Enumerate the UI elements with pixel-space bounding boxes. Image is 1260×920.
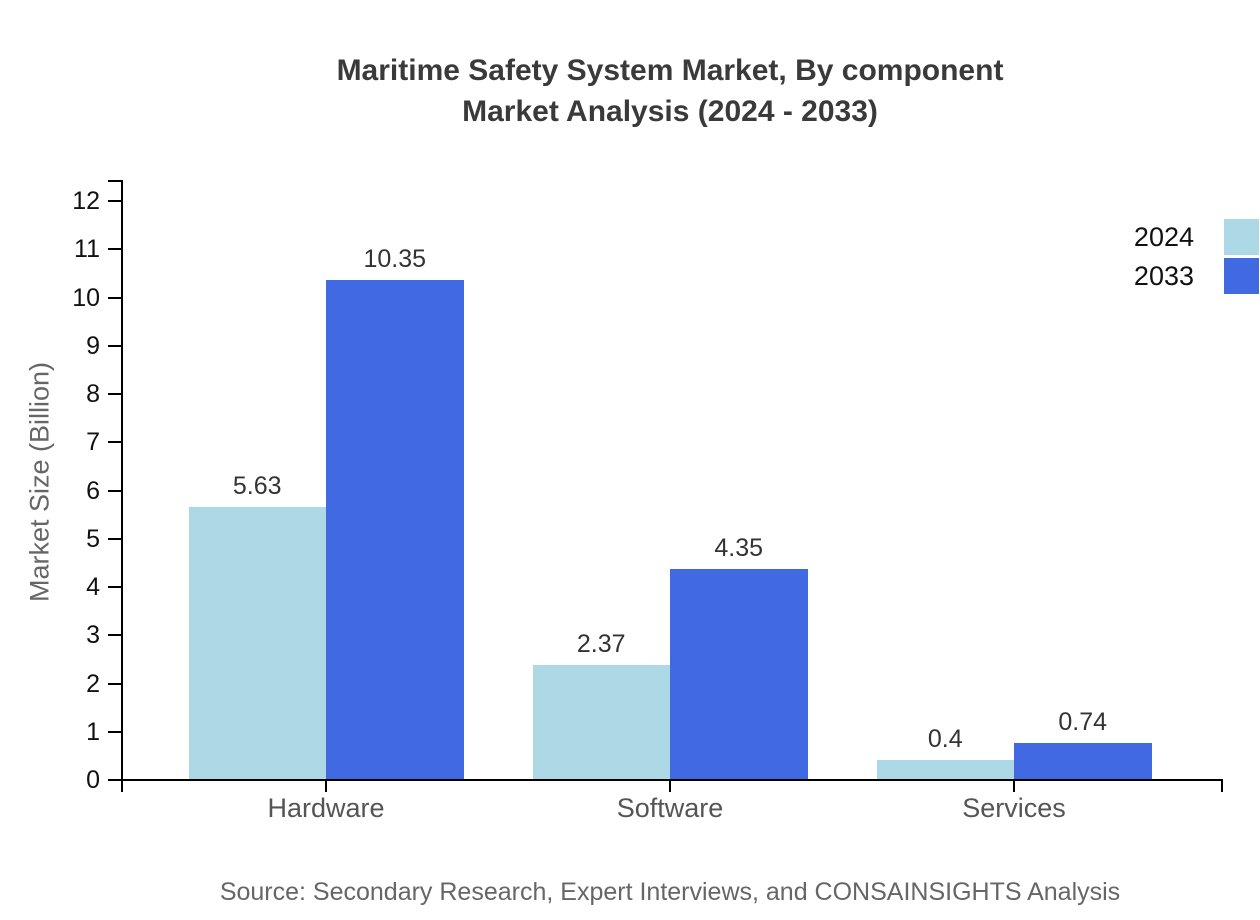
y-tick-label: 10 — [72, 283, 100, 312]
y-tick — [108, 489, 121, 492]
legend: 2024 2033 — [1134, 219, 1259, 297]
y-tick-label: 7 — [86, 428, 100, 457]
y-tick — [108, 344, 121, 347]
y-tick — [108, 393, 121, 395]
y-tick — [108, 248, 121, 251]
bar-software-2024 — [532, 664, 670, 779]
value-label-software-2024: 2.37 — [576, 629, 626, 658]
y-tick-label: 1 — [86, 717, 100, 746]
y-tick — [108, 730, 121, 733]
value-label-hardware-2024: 5.63 — [232, 472, 282, 501]
chart-title-line2: Market Analysis (2024 - 2033) — [462, 95, 878, 128]
legend-item-2024: 2024 — [1134, 219, 1259, 255]
x-axis-right-outer-tick — [1221, 779, 1223, 792]
x-category-tick — [1013, 779, 1015, 792]
value-label-software-2033: 4.35 — [714, 534, 764, 563]
legend-swatch — [1224, 258, 1259, 294]
y-tick — [108, 586, 121, 588]
y-tick — [108, 682, 121, 685]
legend-item-2033: 2033 — [1134, 258, 1259, 294]
y-tick-label: 5 — [86, 524, 100, 553]
y-axis-line — [121, 180, 123, 781]
category-label: Services — [962, 793, 1066, 823]
y-tick-label: 6 — [86, 476, 100, 505]
category-label: Software — [616, 793, 724, 823]
y-tick — [108, 441, 121, 444]
y-tick — [108, 296, 121, 299]
legend-swatch — [1224, 219, 1259, 255]
y-tick-label: 8 — [86, 380, 100, 408]
legend-label: 2033 — [1133, 260, 1194, 291]
y-tick-label: 0 — [86, 766, 100, 794]
bar-software-2033 — [670, 569, 808, 779]
legend-label: 2024 — [1133, 221, 1194, 252]
value-label-services-2024: 0.4 — [927, 724, 963, 753]
y-tick — [108, 200, 121, 202]
bar-hardware-2033 — [326, 279, 464, 779]
y-tick — [108, 634, 121, 637]
bar-hardware-2024 — [188, 507, 326, 779]
y-tick-label: 3 — [86, 621, 100, 650]
x-category-tick — [325, 779, 327, 792]
source-note: Source: Secondary Research, Expert Inter… — [219, 878, 1121, 906]
x-category-tick — [669, 779, 671, 792]
y-tick-label: 9 — [86, 331, 100, 360]
y-tick — [108, 537, 121, 540]
value-label-services-2033: 0.74 — [1058, 708, 1108, 737]
y-axis-top-outer-tick — [108, 180, 121, 182]
y-tick-label: 11 — [74, 235, 100, 264]
chart-title-line1: Maritime Safety System Market, By compon… — [336, 54, 1004, 87]
y-tick-label: 4 — [86, 573, 100, 601]
y-tick-label: 12 — [72, 187, 100, 215]
y-tick — [108, 779, 121, 781]
chart-title: Maritime Safety System Market, By compon… — [80, 50, 1260, 132]
bar-services-2024 — [876, 759, 1014, 779]
value-label-hardware-2033: 10.35 — [363, 244, 427, 273]
x-axis-line — [121, 779, 1223, 781]
bar-services-2033 — [1014, 743, 1152, 779]
x-axis-left-outer-tick — [121, 779, 123, 792]
y-tick-label: 2 — [86, 669, 100, 698]
category-label: Hardware — [267, 793, 385, 823]
